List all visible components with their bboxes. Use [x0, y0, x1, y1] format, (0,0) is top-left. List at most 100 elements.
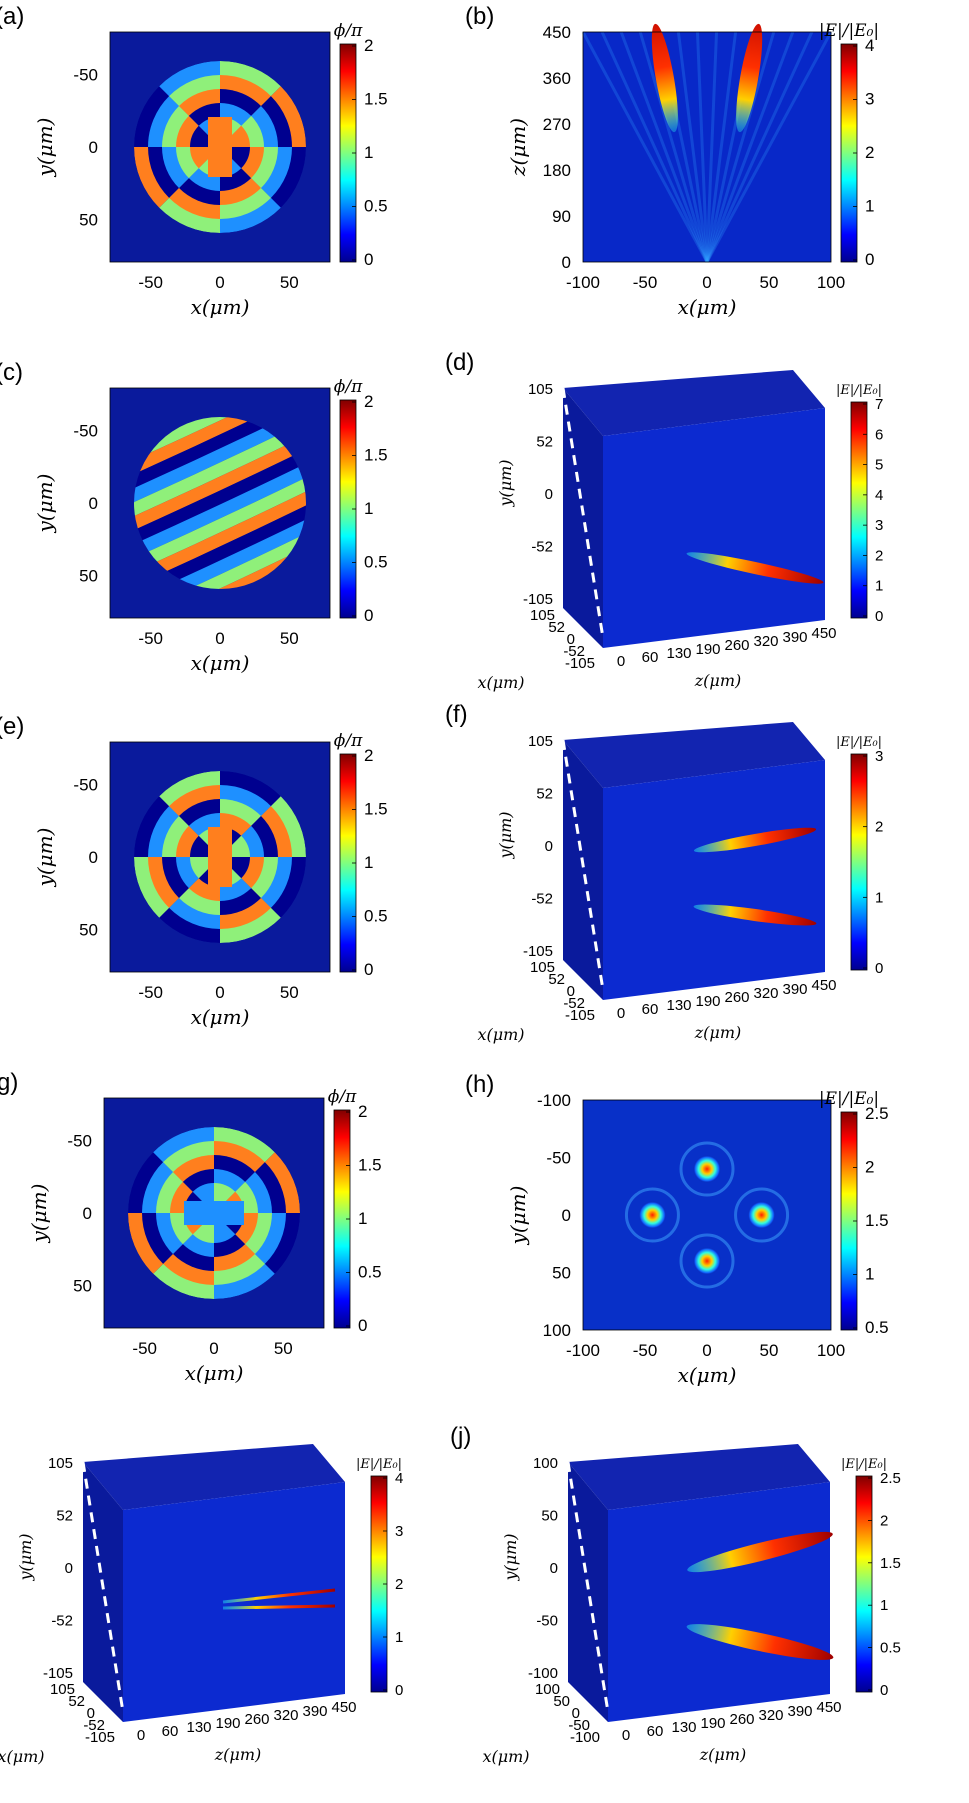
- z-tick-label: 60: [642, 1001, 659, 1018]
- beam: [222, 1604, 336, 1610]
- y-tick-label: -105: [523, 591, 553, 608]
- colorbar-tick-label: 2: [865, 143, 874, 162]
- x-tick-label: 0: [702, 1341, 711, 1360]
- beam: [686, 552, 824, 584]
- colorbar-tick-label: 0: [880, 1682, 888, 1699]
- x-tick-label: -50: [132, 1339, 157, 1358]
- box-left: [563, 740, 603, 1000]
- x-tick-label: 0: [567, 983, 575, 1000]
- colorbar-label: |E|/|E₀|: [836, 383, 882, 398]
- z-tick-label: 320: [273, 1707, 298, 1724]
- box-front: [603, 408, 825, 648]
- y-axis-label: y(μm): [33, 474, 57, 534]
- focal-spot: [747, 1201, 776, 1229]
- z-tick-label: 320: [753, 633, 778, 650]
- z-tick-label: 190: [695, 993, 720, 1010]
- colorbar-tick-label: 1.5: [880, 1555, 901, 1572]
- plot-area: [583, 1100, 831, 1330]
- colorbar-label: ϕ/π: [328, 1087, 357, 1107]
- panel-label: (b): [465, 3, 494, 30]
- box-top: [563, 722, 825, 788]
- y-tick-label: 0: [89, 494, 98, 513]
- focal-spot: [693, 1155, 721, 1183]
- fringe: [600, 31, 709, 263]
- colorbar-tick-label: 1.5: [364, 800, 388, 819]
- panel-label: (j): [450, 1423, 471, 1450]
- phase-stripe: [134, 417, 306, 535]
- colorbar-tick-label: 0: [364, 960, 373, 979]
- y-tick-label: 0: [550, 1560, 558, 1577]
- x-axis-label: x(μm): [185, 1361, 244, 1385]
- x-tick-label: 50: [280, 273, 299, 292]
- panel-c: (c) -50 0 50 -50 0 50 x(μm) y(μm) 2 1.5 1 0.5 0 ϕ/π: [0, 245, 388, 675]
- y-tick-label: 0: [89, 138, 98, 157]
- focal-spot: [693, 1247, 721, 1275]
- x-tick-label: 50: [274, 1339, 293, 1358]
- z-tick-label: 0: [617, 1005, 625, 1022]
- x-tick-label: -50: [568, 1717, 590, 1734]
- phase-disc: [134, 771, 306, 943]
- x-axis-label: x(μm): [477, 1025, 524, 1044]
- y-tick-label: 0: [89, 848, 98, 867]
- colorbar-tick-label: 1: [865, 1265, 874, 1284]
- y-axis-label: y(μm): [16, 1533, 35, 1581]
- z-tick-label: 0: [137, 1727, 145, 1744]
- phase-mask: [134, 61, 306, 233]
- colorbar-label: |E|/|E₀|: [356, 1457, 402, 1472]
- colorbar-tick-label: 0: [865, 250, 874, 269]
- x-tick-label: 100: [535, 1681, 560, 1698]
- y-tick-label: 50: [552, 1264, 571, 1283]
- colorbar-tick-label: 0.5: [358, 1263, 382, 1282]
- phase-stripe: [60, 245, 380, 409]
- phase-stripe: [134, 417, 306, 521]
- panel-label: (d): [445, 349, 474, 376]
- x-tick-label: -50: [138, 983, 163, 1002]
- colorbar-tick-label: 2: [875, 547, 883, 564]
- fringe: [619, 31, 709, 263]
- y-tick-label: 105: [528, 381, 553, 398]
- y-axis-label: y(μm): [27, 1184, 51, 1244]
- colorbar-tick-label: 0: [875, 608, 883, 625]
- dashed-plane: [561, 387, 605, 639]
- x-tick-label: 50: [760, 1341, 779, 1360]
- x-tick-label: -52: [83, 1717, 105, 1734]
- box-left: [563, 388, 603, 648]
- colorbar-tick-label: 2: [364, 36, 373, 55]
- colorbar-tick-label: 0.5: [865, 1318, 889, 1337]
- panel-label: (g): [0, 1069, 18, 1096]
- z-tick-label: 0: [617, 653, 625, 670]
- colorbar-tick-label: 2: [364, 392, 373, 411]
- panel-label: (f): [445, 701, 468, 728]
- z-tick-label: 450: [811, 625, 836, 642]
- z-tick-label: 260: [729, 1711, 754, 1728]
- y-tick-label: 0: [562, 253, 571, 272]
- colorbar-tick-label: 0: [875, 960, 883, 977]
- colorbar-tick-label: 1: [395, 1629, 403, 1646]
- z-tick-label: 450: [816, 1699, 841, 1716]
- z-tick-label: 390: [782, 629, 807, 646]
- colorbar-tick-label: 6: [875, 426, 883, 443]
- y-tick-label: 0: [545, 838, 553, 855]
- y-tick-label: 180: [543, 161, 571, 180]
- y-axis-label: y(μm): [496, 811, 515, 859]
- z-tick-label: 390: [302, 1703, 327, 1720]
- y-axis-label: y(μm): [506, 1186, 530, 1246]
- colorbar-tick-label: 1: [364, 143, 373, 162]
- y-tick-label: 50: [79, 920, 98, 939]
- x-axis-label: x(μm): [482, 1747, 529, 1766]
- z-tick-label: 450: [811, 977, 836, 994]
- x-tick-label: 105: [530, 959, 555, 976]
- x-tick-label: -50: [633, 1341, 658, 1360]
- x-tick-label: 52: [548, 619, 565, 636]
- colorbar-tick-label: 0.5: [364, 907, 388, 926]
- axes-frame: [109, 31, 331, 263]
- phase-center: [208, 117, 232, 177]
- y-axis-label: y(μm): [33, 118, 57, 178]
- colorbar-label: |E|/|E₀|: [836, 735, 882, 750]
- colorbar-tick-label: 2: [364, 746, 373, 765]
- y-tick-label: -50: [536, 1613, 558, 1630]
- colorbar: [850, 753, 868, 971]
- colorbar-tick-label: 1: [865, 197, 874, 216]
- ring: [624, 1187, 680, 1243]
- y-tick-label: 50: [541, 1508, 558, 1525]
